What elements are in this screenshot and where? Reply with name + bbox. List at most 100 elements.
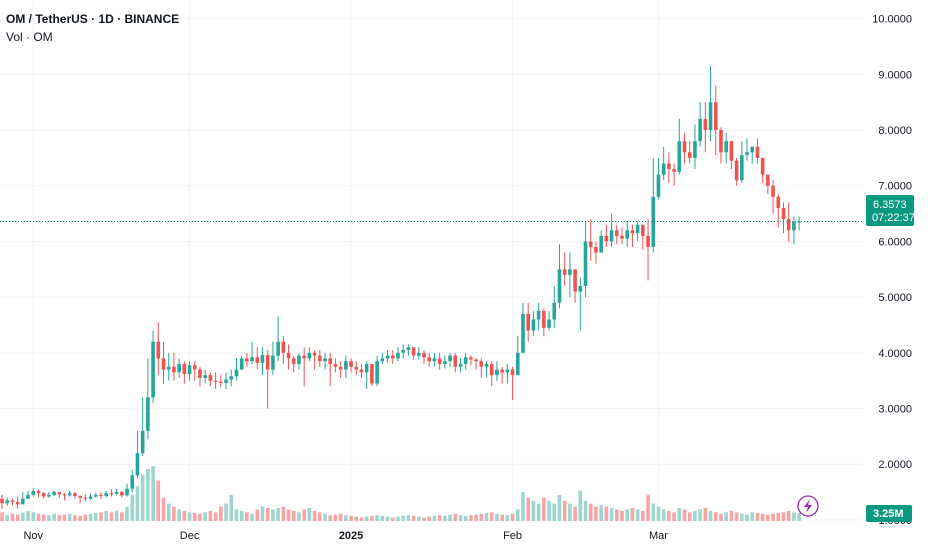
candle-body [568, 269, 572, 275]
candle-body [161, 358, 166, 370]
volume-bar [766, 514, 770, 521]
volume-bar [359, 517, 364, 521]
candle-body [104, 493, 108, 496]
volume-bar [47, 515, 51, 521]
candle-body [427, 357, 432, 362]
volume-bar [271, 509, 275, 521]
candle-body [766, 174, 770, 186]
volume-bar [354, 516, 359, 521]
candle-body [229, 376, 234, 380]
candle-body [542, 311, 546, 328]
candle-body [682, 141, 687, 153]
candle-body [78, 495, 82, 498]
candle-body [21, 498, 25, 505]
candle-body [771, 185, 775, 197]
volume-bar [57, 515, 62, 521]
candle-body [135, 453, 140, 476]
candle-body [5, 500, 10, 504]
volume-bar [453, 513, 458, 521]
volume-bar [693, 510, 697, 521]
time-tick-label: 2025 [339, 530, 363, 542]
volume-bar [531, 500, 536, 521]
candle-body [208, 375, 213, 381]
volume-bar [474, 514, 478, 521]
volume-bar [260, 506, 265, 521]
volume-bar [177, 509, 181, 521]
symbol-title[interactable]: OM / TetherUS · 1D · BINANCE [6, 12, 180, 26]
volume-bar [729, 510, 734, 521]
volume-bar [703, 507, 708, 521]
volume-bar [656, 506, 661, 521]
volume-bar [437, 515, 442, 521]
volume-bar [661, 509, 666, 521]
candle-body [0, 498, 4, 504]
candle-body [73, 493, 77, 496]
volume-bar [620, 510, 624, 521]
candle-body [713, 102, 718, 131]
price-axis[interactable]: 10.0000 9.0000 8.0000 7.0000 6.0000 5.0000 4.0… [872, 14, 912, 527]
volume-bar [328, 515, 333, 521]
candle-body [219, 381, 223, 383]
candle-body [364, 363, 369, 373]
volume-bar [599, 505, 603, 521]
candle-body [630, 230, 635, 234]
time-axis[interactable]: Nov Dec 2025 Feb Mar [23, 530, 668, 542]
volume-bar [239, 510, 244, 521]
candle-body [521, 313, 525, 353]
volume-bar [265, 507, 270, 521]
time-tick-label: Feb [503, 530, 522, 542]
candle-body [276, 341, 280, 356]
candle-body [781, 208, 786, 220]
volume-bar [234, 509, 239, 521]
volume-bar [641, 510, 645, 521]
candle-body [26, 494, 30, 499]
candle-body [385, 355, 390, 359]
candle-body [526, 313, 531, 331]
candle-body [786, 219, 791, 231]
volume-bar [411, 515, 416, 521]
time-tick-label: Mar [649, 530, 668, 542]
chart-legend: OM / TetherUS · 1D · BINANCE Vol · OM [6, 10, 179, 46]
volume-badge-value: 3.25M [873, 508, 904, 520]
candle-body [380, 358, 385, 362]
candle-body [417, 352, 421, 356]
candle-body [140, 430, 145, 454]
candle-body [672, 169, 676, 172]
candle-body [422, 352, 426, 358]
volume-bar [500, 514, 504, 521]
volume-bar [760, 513, 765, 521]
volume-bar [41, 514, 46, 521]
candle-body [10, 500, 15, 503]
candle-body [432, 358, 437, 362]
volume-bar [432, 515, 437, 521]
volume-bar [338, 513, 343, 521]
volume-indicator-label[interactable]: Vol · OM [6, 30, 53, 44]
volume-bar [15, 514, 20, 521]
candle-body [604, 235, 609, 242]
candle-body [57, 492, 62, 495]
candle-body [599, 235, 603, 253]
volume-bar [245, 512, 249, 521]
volume-bar [489, 512, 494, 521]
lightning-bolt-icon[interactable] [797, 495, 819, 517]
candle-body [693, 141, 697, 158]
volume-bar [463, 515, 468, 521]
volume-bar [562, 500, 567, 521]
candle-body [677, 141, 682, 172]
candle-body [166, 366, 171, 370]
volume-bar [364, 516, 369, 521]
candle-body [255, 357, 260, 363]
candle-body [344, 361, 348, 370]
candle-body [83, 497, 88, 499]
volume-bar [333, 514, 338, 521]
candle-body [172, 366, 176, 373]
volume-bar [708, 510, 713, 521]
volume-bar [380, 515, 385, 521]
candle-body [458, 363, 463, 367]
volume-bar [526, 497, 531, 521]
candle-body [328, 358, 333, 364]
candle-body [15, 502, 20, 505]
volume-bar [542, 497, 546, 521]
